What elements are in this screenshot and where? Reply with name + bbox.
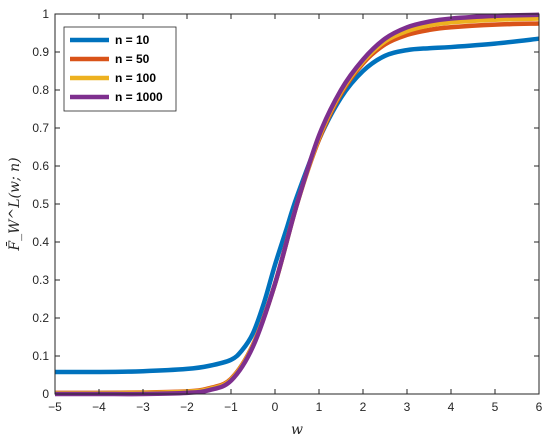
legend-entry: n = 100 [115,71,156,85]
x-tick-label: 6 [536,400,543,414]
x-axis-label: w [291,422,303,438]
y-tick-label: 0.7 [32,121,49,135]
x-tick-label: 0 [272,400,279,414]
legend-entry: n = 1000 [115,90,163,104]
y-tick-label: 1 [42,7,49,21]
y-tick-label: 0 [42,387,49,401]
x-tick-label: −3 [136,400,150,414]
ticks-layer: −5 −4 −3 −2 −1 0 1 2 3 4 5 6 0 0.1 0.2 0.3 0.4 0.5 0.6 0.7 0… [32,7,542,414]
x-tick-label: 5 [492,400,499,414]
legend-entry: n = 10 [115,33,150,47]
y-tick-label: 0.6 [32,159,49,173]
x-tick-label: 3 [404,400,411,414]
legend: n = 10 n = 50 n = 100 n = 1000 [63,26,177,112]
x-tick-label: 1 [316,400,323,414]
y-axis-label: F̄_W^L(w; n) [5,157,23,251]
y-tick-label: 0.8 [32,83,49,97]
x-tick-label: −1 [224,400,238,414]
x-tick-label: 4 [448,400,455,414]
y-tick-label: 0.4 [32,235,49,249]
x-tick-label: 2 [360,400,367,414]
x-tick-label: −4 [92,400,106,414]
legend-entry: n = 50 [115,52,150,66]
y-tick-label: 0.3 [32,273,49,287]
x-tick-label: −2 [180,400,194,414]
series-line-1 [54,36,540,375]
y-tick-label: 0.5 [32,197,49,211]
x-tick-label: −5 [48,400,62,414]
y-tick-label: 0.1 [32,349,49,363]
y-tick-label: 0.2 [32,311,49,325]
y-tick-label: 0.9 [32,45,49,59]
